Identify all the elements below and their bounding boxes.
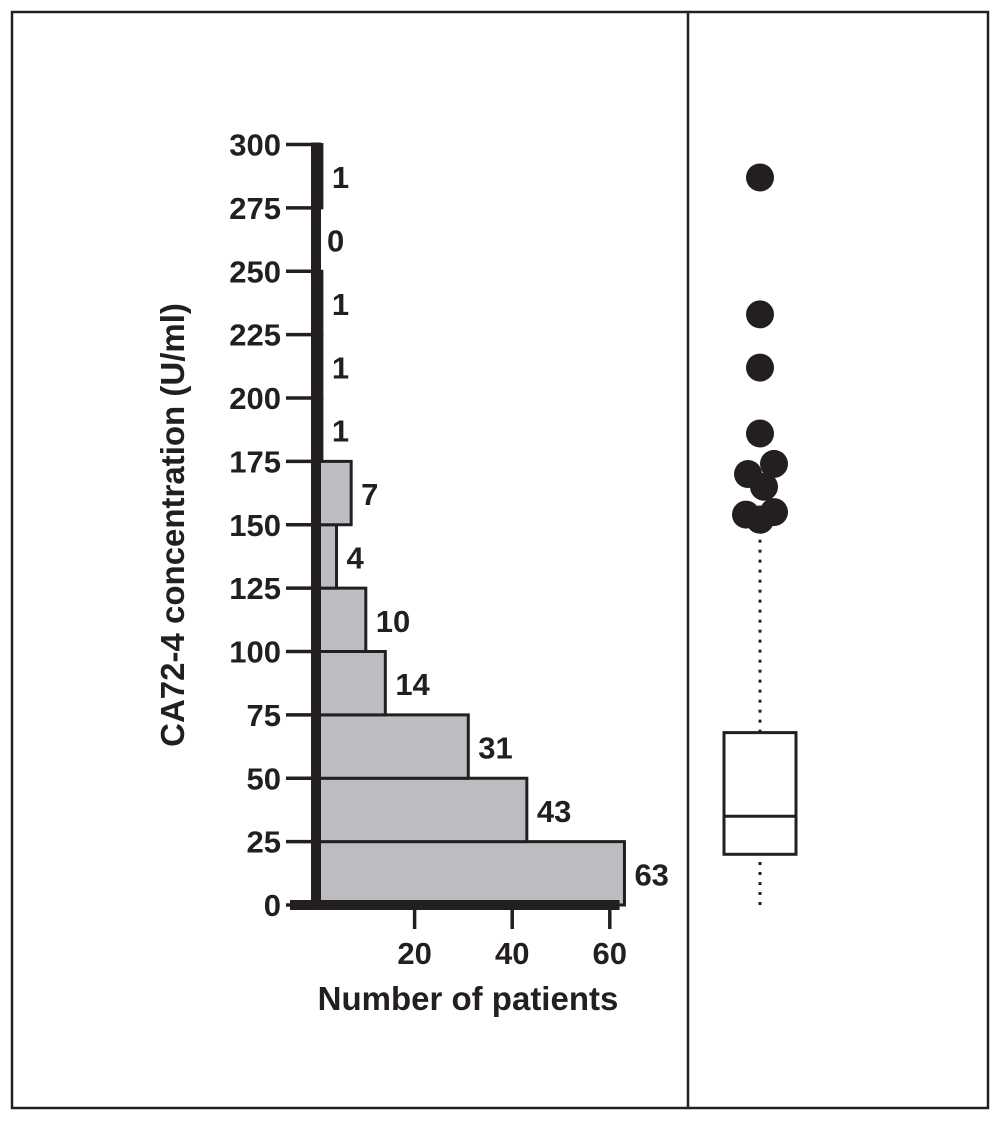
y-tick-label: 300 [229, 128, 281, 163]
histogram-bar [315, 586, 368, 653]
y-tick-label: 125 [229, 571, 281, 606]
bar-count-label: 1 [332, 287, 349, 322]
histogram-bar [315, 459, 353, 527]
y-axis-label: CA72-4 concentration (U/ml) [154, 303, 191, 747]
bar-count-label: 1 [332, 160, 349, 195]
x-tick-label: 60 [593, 936, 627, 971]
outlier-point [746, 300, 774, 329]
x-tick-label: 40 [495, 936, 529, 971]
y-tick-label: 150 [229, 508, 281, 543]
y-tick-label: 250 [229, 254, 281, 289]
y-tick-label: 50 [247, 761, 281, 796]
outlier-point [746, 163, 774, 192]
bar-count-label: 1 [332, 414, 349, 449]
y-tick-label: 75 [247, 698, 281, 733]
histogram-bar [315, 840, 626, 907]
boxplot-panel [722, 163, 798, 905]
outlier-point [760, 449, 788, 478]
bar-count-label: 4 [347, 540, 365, 575]
histogram-bar [315, 650, 387, 717]
outlier-point [750, 472, 778, 501]
y-tick-label: 200 [229, 381, 281, 416]
y-tick-label: 100 [229, 635, 281, 670]
bar-count-label: 0 [327, 224, 344, 259]
y-tick-label: 225 [229, 318, 281, 353]
bar-count-label: 63 [634, 857, 668, 892]
bar-count-label: 1 [332, 350, 349, 385]
bar-count-label: 14 [395, 667, 430, 702]
outlier-point [746, 505, 774, 534]
bar-count-label: 43 [537, 794, 571, 829]
interquartile-box [722, 731, 798, 856]
histogram-panel: 6343311410471110102550751001251501752002… [229, 128, 669, 972]
histogram-bar [315, 713, 470, 780]
bar-count-label: 31 [478, 731, 512, 766]
x-tick-label: 20 [397, 936, 431, 971]
y-tick-label: 0 [264, 888, 281, 923]
bar-count-label: 10 [376, 604, 410, 639]
y-tick-label: 25 [247, 825, 281, 860]
histogram-bar [315, 776, 529, 844]
y-tick-label: 175 [229, 444, 281, 479]
bar-count-label: 7 [361, 477, 378, 512]
outlier-point [746, 353, 774, 382]
y-tick-label: 275 [229, 191, 281, 226]
figure-frame [10, 10, 990, 1110]
x-axis-label: Number of patients [318, 980, 619, 1017]
outlier-point [746, 419, 774, 448]
